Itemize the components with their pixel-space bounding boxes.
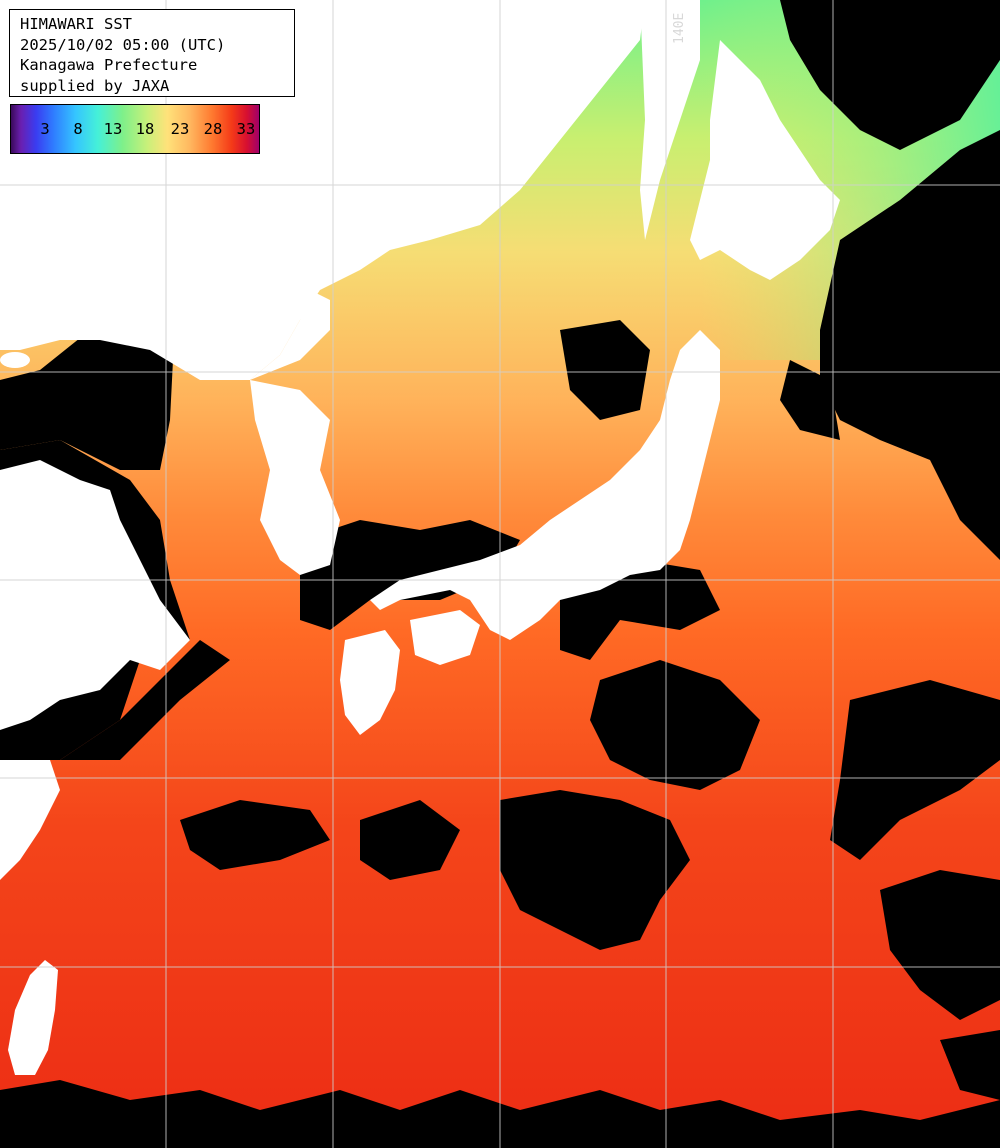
legend-tick: 28 (203, 120, 223, 138)
map-title-box: HIMAWARI SST 2025/10/02 05:00 (UTC) Kana… (9, 9, 295, 97)
legend-tick: 8 (73, 120, 83, 138)
legend-tick: 13 (103, 120, 123, 138)
longitude-label-140e: 140E (672, 12, 687, 44)
data-credit: supplied by JAXA (20, 76, 170, 95)
publisher: Kanagawa Prefecture (20, 56, 198, 74)
legend-tick-labels: 3 8 13 18 23 28 33 (11, 105, 259, 153)
temperature-color-scale: 3 8 13 18 23 28 33 (10, 104, 260, 154)
legend-tick: 23 (170, 120, 190, 138)
legend-tick: 18 (135, 120, 155, 138)
legend-tick: 3 (40, 120, 50, 138)
legend-tick: 33 (236, 120, 256, 138)
product-name: HIMAWARI SST (20, 15, 132, 33)
observation-timestamp: 2025/10/02 05:00 (UTC) (20, 35, 226, 54)
